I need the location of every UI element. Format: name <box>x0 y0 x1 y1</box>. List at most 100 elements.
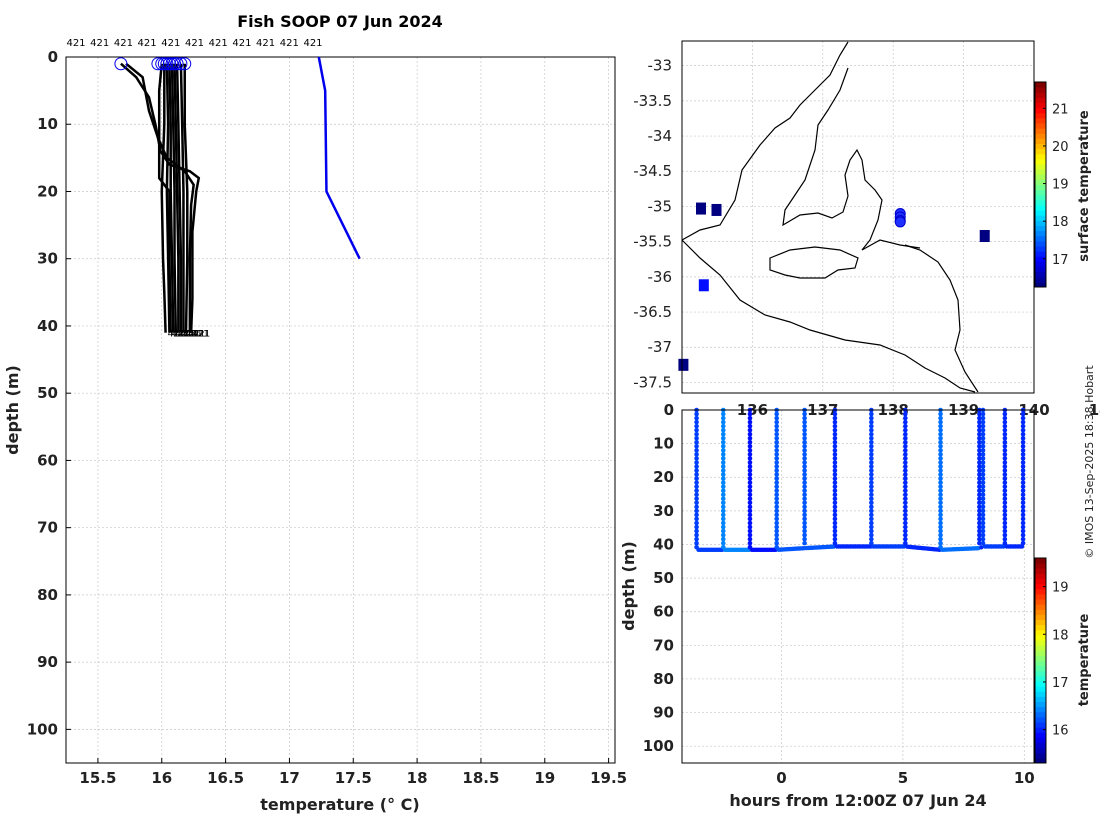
section-point <box>903 520 908 526</box>
section-point <box>1020 444 1026 449</box>
section-point <box>802 452 807 457</box>
section-point <box>980 492 986 498</box>
section-point <box>747 480 753 485</box>
section-point <box>694 476 699 481</box>
section-point <box>802 504 807 510</box>
section-point <box>694 528 699 534</box>
section-point <box>1002 480 1008 485</box>
map-colorbar-segment <box>1035 87 1046 93</box>
map-colorbar-segment <box>1035 169 1046 175</box>
profile-line <box>183 63 189 333</box>
map-colorbar-segment <box>1035 276 1046 283</box>
section-point <box>774 423 779 429</box>
section-point <box>802 524 807 530</box>
section-point <box>802 472 807 477</box>
section-point <box>720 435 726 441</box>
profile-bottom-label: 421 <box>192 330 209 340</box>
section-point <box>694 524 699 530</box>
section-point <box>802 476 807 481</box>
profile-y-tick-label: 50 <box>37 384 58 402</box>
section-point <box>694 472 699 477</box>
section-point <box>1020 540 1026 546</box>
profile-x-tick-label: 17.5 <box>335 769 372 787</box>
section-point <box>938 540 943 546</box>
coastline-yorke <box>782 67 921 251</box>
map-colorbar-segment <box>1035 194 1046 201</box>
section-point <box>694 488 699 493</box>
section-point <box>1020 456 1026 461</box>
section-point <box>1002 456 1008 461</box>
section-point <box>694 512 699 518</box>
section-point <box>747 476 753 481</box>
section-point <box>802 427 807 433</box>
profile-line <box>165 63 171 333</box>
section-point <box>1020 520 1026 526</box>
section-point <box>938 456 943 461</box>
section-point <box>977 524 982 530</box>
section-point <box>802 496 807 502</box>
profile-top-label: 421 <box>280 38 299 49</box>
section-point <box>869 484 874 489</box>
section-point <box>1002 460 1008 465</box>
section-point <box>977 460 982 465</box>
map-colorbar-segment <box>1035 240 1046 247</box>
section-point <box>720 468 726 473</box>
section-point <box>720 427 726 433</box>
section-point <box>1020 480 1026 485</box>
map-colorbar-segment <box>1035 235 1046 242</box>
section-x-tick-label: 10 <box>1014 769 1035 787</box>
section-point <box>802 415 807 421</box>
section-point <box>694 508 699 514</box>
map-colorbar-segment <box>1035 97 1046 103</box>
section-point <box>977 472 982 477</box>
coastline <box>681 41 979 393</box>
profile-x-tick-label: 18 <box>407 769 428 787</box>
section-colorbar-segment <box>1035 634 1046 641</box>
section-point <box>832 448 838 453</box>
section-point <box>720 480 726 485</box>
section-point <box>903 452 908 457</box>
section-point <box>802 460 807 465</box>
sst-patch <box>698 279 709 292</box>
section-point <box>1020 411 1026 417</box>
section-point <box>869 480 874 485</box>
section-point <box>720 532 726 538</box>
section-bottom-point <box>831 544 836 549</box>
section-point <box>694 419 699 425</box>
map-colorbar-segment <box>1035 205 1046 211</box>
map-colorbar-label: surface temperature <box>1077 110 1092 262</box>
section-point <box>832 504 838 510</box>
surface-marker <box>114 57 128 71</box>
map-colorbar-segment <box>1035 256 1046 262</box>
section-point <box>869 448 874 453</box>
section-point <box>1020 528 1026 534</box>
section-point <box>720 456 726 461</box>
map-colorbar-segment <box>1035 117 1046 124</box>
section-point <box>832 452 838 457</box>
section-point <box>938 488 943 493</box>
map-colorbar-segment <box>1035 92 1046 98</box>
section-point <box>832 528 838 534</box>
section-point <box>869 492 874 498</box>
section-point <box>980 472 986 477</box>
profile-line <box>157 63 172 333</box>
section-point <box>903 464 908 469</box>
section-point <box>747 460 753 465</box>
section-point <box>747 423 753 429</box>
map-colorbar-segment <box>1035 153 1046 160</box>
map-colorbar: 17 18 19 20 21 <box>1034 81 1069 288</box>
section-point <box>903 508 908 514</box>
section-point <box>869 419 874 425</box>
section-point <box>747 472 753 477</box>
section-point <box>903 532 908 538</box>
section-point <box>977 528 982 534</box>
section-point <box>832 435 838 441</box>
section-colorbar-tick-label: 19 <box>1052 581 1069 596</box>
map-colorbar-segment <box>1035 143 1046 150</box>
section-point <box>980 508 986 514</box>
section-point <box>903 411 908 417</box>
section-point <box>1020 504 1026 510</box>
section-point <box>747 484 753 489</box>
section-point <box>869 456 874 461</box>
section-point <box>938 452 943 457</box>
